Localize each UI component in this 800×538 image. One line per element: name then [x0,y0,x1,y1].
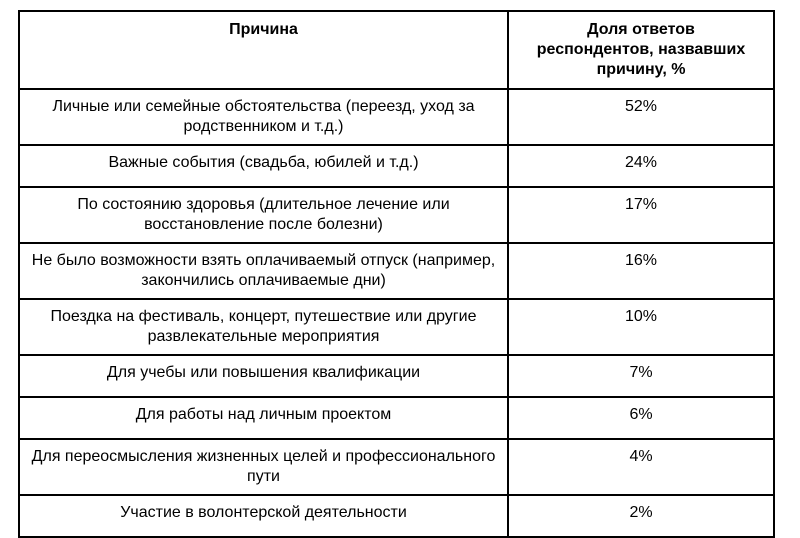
survey-table: Причина Доля ответов респондентов, назва… [18,10,775,538]
share-cell: 6% [507,396,775,440]
table-row: Не было возможности взять оплачиваемый о… [18,242,775,300]
document-page: Причина Доля ответов респондентов, назва… [18,10,775,538]
share-cell: 2% [507,494,775,538]
table-row: Личные или семейные обстоятельства (пере… [18,88,775,146]
share-cell: 52% [507,88,775,146]
share-cell: 7% [507,354,775,398]
reason-cell: Личные или семейные обстоятельства (пере… [18,88,509,146]
share-cell: 16% [507,242,775,300]
table-row: Участие в волонтерской деятельности 2% [18,494,775,538]
share-cell: 10% [507,298,775,356]
column-header-share: Доля ответов респондентов, назвавших при… [507,10,775,90]
reason-cell: Не было возможности взять оплачиваемый о… [18,242,509,300]
reason-cell: Для переосмысления жизненных целей и про… [18,438,509,496]
reason-cell: Для учебы или повышения квалификации [18,354,509,398]
table-row: Для переосмысления жизненных целей и про… [18,438,775,496]
table-header: Причина Доля ответов респондентов, назва… [18,10,775,90]
table-body: Личные или семейные обстоятельства (пере… [18,88,775,538]
share-cell: 17% [507,186,775,244]
table-row: Поездка на фестиваль, концерт, путешеств… [18,298,775,356]
table-row: Для работы над личным проектом 6% [18,396,775,440]
reason-cell: По состоянию здоровья (длительное лечени… [18,186,509,244]
header-row: Причина Доля ответов респондентов, назва… [18,10,775,90]
reason-cell: Поездка на фестиваль, концерт, путешеств… [18,298,509,356]
share-cell: 24% [507,144,775,188]
table-row: По состоянию здоровья (длительное лечени… [18,186,775,244]
table-row: Важные события (свадьба, юбилей и т.д.) 2… [18,144,775,188]
reason-cell: Важные события (свадьба, юбилей и т.д.) [18,144,509,188]
column-header-reason: Причина [18,10,509,90]
table-row: Для учебы или повышения квалификации 7% [18,354,775,398]
reason-cell: Участие в волонтерской деятельности [18,494,509,538]
reason-cell: Для работы над личным проектом [18,396,509,440]
share-cell: 4% [507,438,775,496]
